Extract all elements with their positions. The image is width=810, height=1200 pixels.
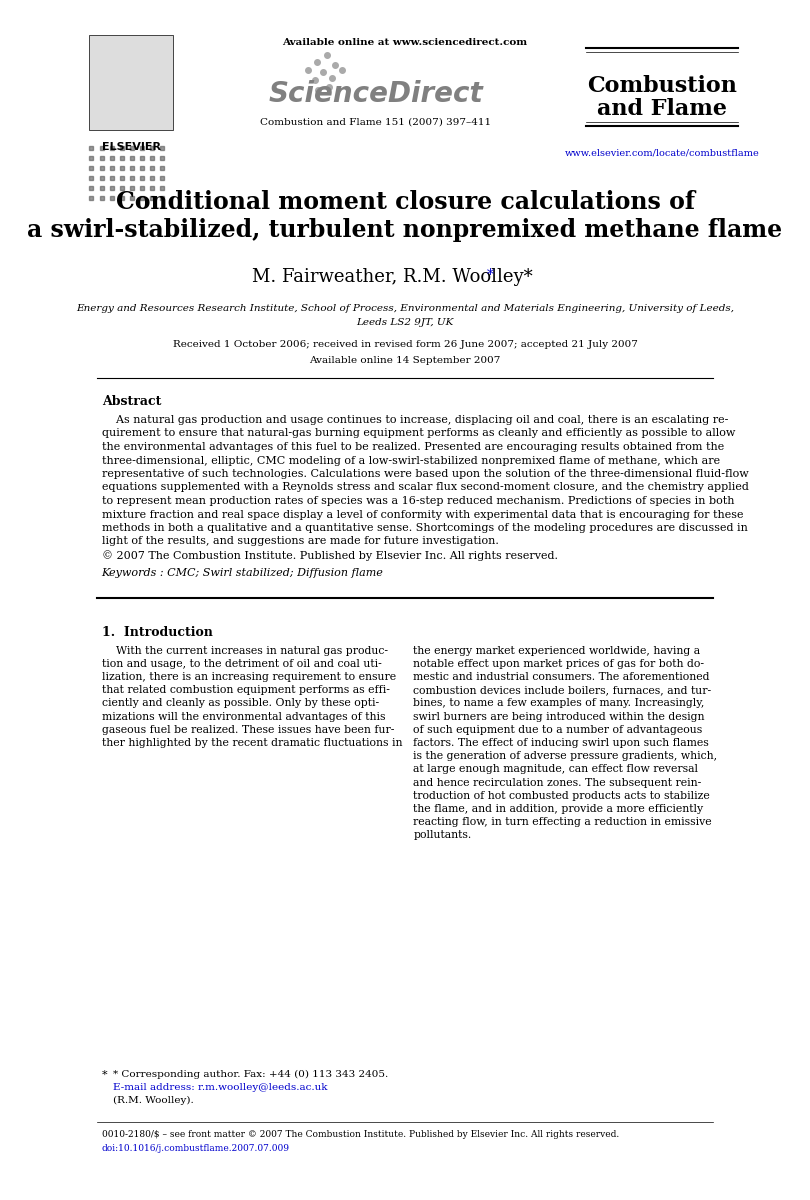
Text: Combustion: Combustion: [587, 74, 737, 97]
Text: factors. The effect of inducing swirl upon such flames: factors. The effect of inducing swirl up…: [413, 738, 710, 748]
Text: at large enough magnitude, can effect flow reversal: at large enough magnitude, can effect fl…: [413, 764, 698, 774]
Text: ciently and cleanly as possible. Only by these opti-: ciently and cleanly as possible. Only by…: [101, 698, 379, 708]
Text: is the generation of adverse pressure gradients, which,: is the generation of adverse pressure gr…: [413, 751, 718, 761]
Text: equations supplemented with a Reynolds stress and scalar flux second-moment clos: equations supplemented with a Reynolds s…: [101, 482, 748, 492]
Text: methods in both a qualitative and a quantitative sense. Shortcomings of the mode: methods in both a qualitative and a quan…: [101, 523, 748, 533]
Text: the flame, and in addition, provide a more efficiently: the flame, and in addition, provide a mo…: [413, 804, 704, 814]
Text: gaseous fuel be realized. These issues have been fur-: gaseous fuel be realized. These issues h…: [101, 725, 394, 734]
Text: Available online 14 September 2007: Available online 14 September 2007: [309, 356, 501, 365]
Text: (R.M. Woolley).: (R.M. Woolley).: [113, 1096, 194, 1105]
Text: 1.  Introduction: 1. Introduction: [101, 625, 212, 638]
Text: mestic and industrial consumers. The aforementioned: mestic and industrial consumers. The afo…: [413, 672, 710, 682]
Text: Abstract: Abstract: [101, 395, 161, 408]
Text: * Corresponding author. Fax: +44 (0) 113 343 2405.: * Corresponding author. Fax: +44 (0) 113…: [113, 1070, 388, 1079]
FancyBboxPatch shape: [89, 35, 173, 130]
Text: M. Fairweather, R.M. Woolley*: M. Fairweather, R.M. Woolley*: [252, 268, 533, 286]
Text: With the current increases in natural gas produc-: With the current increases in natural ga…: [101, 646, 388, 655]
Text: swirl burners are being introduced within the design: swirl burners are being introduced withi…: [413, 712, 705, 721]
Text: bines, to name a few examples of many. Increasingly,: bines, to name a few examples of many. I…: [413, 698, 705, 708]
Text: and Flame: and Flame: [597, 98, 727, 120]
Text: doi:10.1016/j.combustflame.2007.07.009: doi:10.1016/j.combustflame.2007.07.009: [101, 1144, 290, 1153]
Text: Conditional moment closure calculations of: Conditional moment closure calculations …: [116, 190, 694, 214]
Text: Available online at www.sciencedirect.com: Available online at www.sciencedirect.co…: [283, 38, 527, 47]
Text: and hence recirculation zones. The subsequent rein-: and hence recirculation zones. The subse…: [413, 778, 701, 787]
Text: Keywords : CMC; Swirl stabilized; Diffusion flame: Keywords : CMC; Swirl stabilized; Diffus…: [101, 568, 383, 577]
Text: lization, there is an increasing requirement to ensure: lization, there is an increasing require…: [101, 672, 396, 682]
Text: *: *: [101, 1070, 107, 1080]
Text: mixture fraction and real space display a level of conformity with experimental : mixture fraction and real space display …: [101, 510, 743, 520]
Text: that related combustion equipment performs as effi-: that related combustion equipment perfor…: [101, 685, 390, 695]
Text: © 2007 The Combustion Institute. Published by Elsevier Inc. All rights reserved.: © 2007 The Combustion Institute. Publish…: [101, 550, 557, 560]
Text: a swirl-stabilized, turbulent nonpremixed methane flame: a swirl-stabilized, turbulent nonpremixe…: [28, 218, 782, 242]
Text: Combustion and Flame 151 (2007) 397–411: Combustion and Flame 151 (2007) 397–411: [260, 118, 491, 127]
Text: tion and usage, to the detriment of oil and coal uti-: tion and usage, to the detriment of oil …: [101, 659, 382, 668]
Text: three-dimensional, elliptic, CMC modeling of a low-swirl-stabilized nonpremixed : three-dimensional, elliptic, CMC modelin…: [101, 456, 720, 466]
Text: 0010-2180/$ – see front matter © 2007 The Combustion Institute. Published by Els: 0010-2180/$ – see front matter © 2007 Th…: [101, 1130, 619, 1139]
Text: Leeds LS2 9JT, UK: Leeds LS2 9JT, UK: [356, 318, 454, 326]
Text: mizations will the environmental advantages of this: mizations will the environmental advanta…: [101, 712, 385, 721]
Text: pollutants.: pollutants.: [413, 830, 471, 840]
Text: the energy market experienced worldwide, having a: the energy market experienced worldwide,…: [413, 646, 701, 655]
Text: light of the results, and suggestions are made for future investigation.: light of the results, and suggestions ar…: [101, 536, 498, 546]
Text: ScienceDirect: ScienceDirect: [268, 80, 483, 108]
Text: quirement to ensure that natural-gas burning equipment performs as cleanly and e: quirement to ensure that natural-gas bur…: [101, 428, 735, 438]
Text: Energy and Resources Research Institute, School of Process, Environmental and Ma: Energy and Resources Research Institute,…: [76, 304, 734, 313]
Text: As natural gas production and usage continues to increase, displacing oil and co: As natural gas production and usage cont…: [101, 415, 728, 425]
Text: the environmental advantages of this fuel to be realized. Presented are encourag: the environmental advantages of this fue…: [101, 442, 724, 452]
Text: ther highlighted by the recent dramatic fluctuations in: ther highlighted by the recent dramatic …: [101, 738, 402, 748]
Text: to represent mean production rates of species was a 16-step reduced mechanism. P: to represent mean production rates of sp…: [101, 496, 734, 506]
Text: ELSEVIER: ELSEVIER: [101, 142, 160, 152]
Text: E-mail address: r.m.woolley@leeds.ac.uk: E-mail address: r.m.woolley@leeds.ac.uk: [113, 1082, 327, 1092]
Text: representative of such technologies. Calculations were based upon the solution o: representative of such technologies. Cal…: [101, 469, 748, 479]
Text: Received 1 October 2006; received in revised form 26 June 2007; accepted 21 July: Received 1 October 2006; received in rev…: [173, 340, 637, 349]
Text: reacting flow, in turn effecting a reduction in emissive: reacting flow, in turn effecting a reduc…: [413, 817, 712, 827]
Text: troduction of hot combusted products acts to stabilize: troduction of hot combusted products act…: [413, 791, 710, 800]
Text: combustion devices include boilers, furnaces, and tur-: combustion devices include boilers, furn…: [413, 685, 711, 695]
Text: notable effect upon market prices of gas for both do-: notable effect upon market prices of gas…: [413, 659, 705, 668]
Text: *: *: [487, 268, 493, 282]
Text: www.elsevier.com/locate/combustflame: www.elsevier.com/locate/combustflame: [565, 148, 760, 157]
Text: of such equipment due to a number of advantageous: of such equipment due to a number of adv…: [413, 725, 703, 734]
